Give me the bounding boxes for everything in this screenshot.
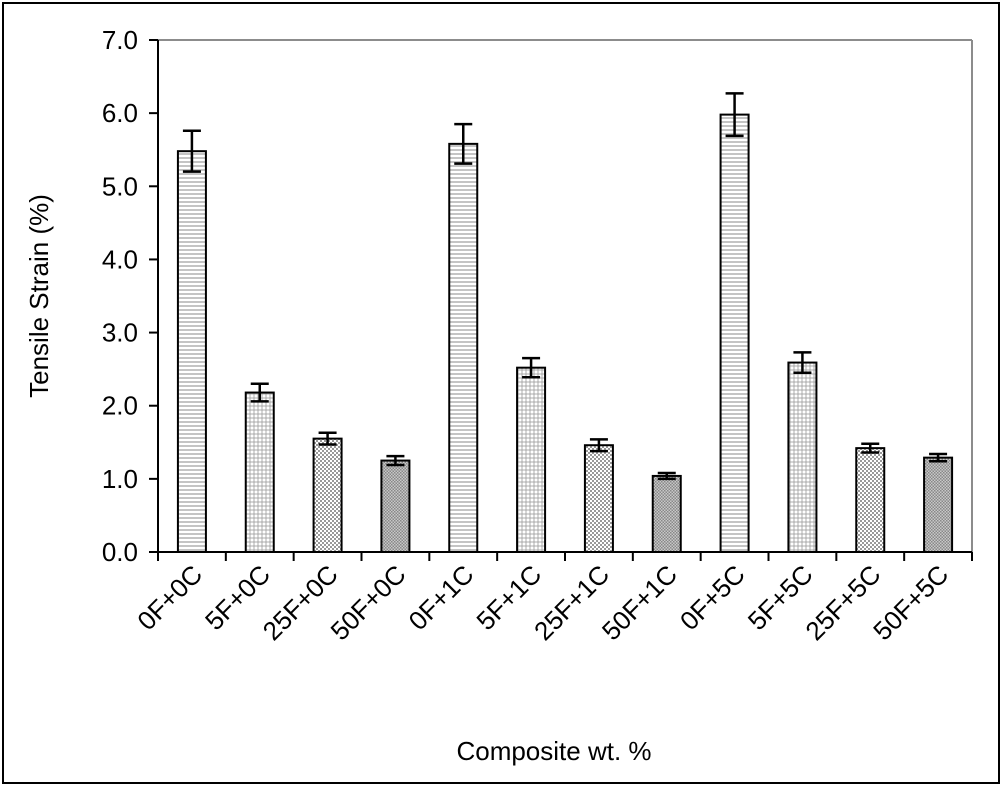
x-axis-label: Composite wt. %: [456, 736, 651, 766]
y-tick-label: 5.0: [102, 171, 138, 201]
x-tick-label: 25F+1C: [528, 559, 615, 646]
bar-0F+5C: [719, 113, 750, 553]
bar-50F+1C: [651, 474, 682, 553]
x-tick-label: 25F+0C: [257, 559, 344, 646]
y-tick-label: 2.0: [102, 391, 138, 421]
y-tick-label: 0.0: [102, 537, 138, 567]
bar-chart: 0.01.02.03.04.05.06.07.0 0F+0C5F+0C25F+0…: [24, 25, 973, 766]
bar-50F+0C: [380, 459, 411, 554]
x-tick-label: 0F+1C: [403, 559, 480, 636]
bar-25F+1C: [583, 444, 614, 553]
bar-5F+5C: [787, 361, 818, 553]
y-tick-label: 1.0: [102, 464, 138, 494]
y-tick-label: 3.0: [102, 318, 138, 348]
bar-25F+5C: [855, 447, 886, 553]
bar-0F+0C: [176, 150, 207, 553]
plot-area: [158, 40, 972, 552]
y-tick-label: 6.0: [102, 98, 138, 128]
bar-25F+0C: [312, 437, 343, 553]
y-tick-label: 7.0: [102, 25, 138, 55]
x-tick-label: 25F+5C: [799, 559, 886, 646]
y-tick-label: 4.0: [102, 244, 138, 274]
y-ticks-group: 0.0 1.0 2.0 3.0 4.0 5.0 6.0 7.0: [102, 25, 158, 567]
x-ticks-group: 0F+0C5F+0C25F+0C50F+0C0F+1C5F+1C25F+1C50…: [131, 552, 973, 646]
bars-group: [176, 113, 954, 554]
y-axis-label: Tensile Strain (%): [24, 194, 54, 398]
error-bars-group: [182, 92, 948, 481]
x-tick-label: 0F+0C: [131, 559, 208, 636]
x-tick-label: 50F+0C: [325, 559, 412, 646]
bar-5F+0C: [244, 391, 275, 554]
x-tick-label: 0F+5C: [674, 559, 751, 636]
bar-0F+1C: [448, 142, 479, 553]
x-tick-label: 50F+1C: [596, 559, 683, 646]
bar-50F+5C: [923, 456, 954, 554]
x-tick-label: 50F+5C: [867, 559, 954, 646]
bar-5F+1C: [516, 366, 547, 553]
